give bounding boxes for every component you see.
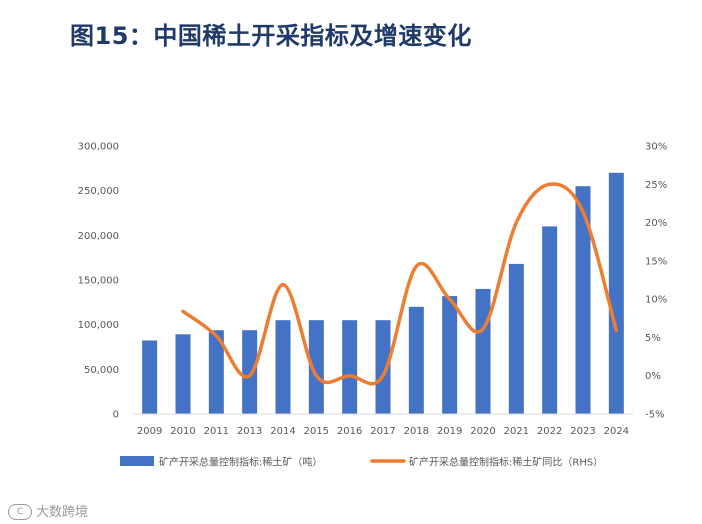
yoy-line <box>181 182 619 386</box>
y-left-tick-label: 200,000 <box>78 231 119 242</box>
y-right-tick-label: 5% <box>645 333 661 344</box>
bar <box>442 296 458 414</box>
bar <box>375 320 391 414</box>
x-tick-label: 2016 <box>337 426 362 437</box>
y-left-tick-label: 50,000 <box>84 365 119 376</box>
x-tick-label: 2021 <box>504 426 529 437</box>
x-tick-label: 2019 <box>437 426 462 437</box>
legend-bar-label: 矿产开采总量控制指标:稀土矿（吨） <box>159 456 322 469</box>
y-left-tick-label: 300,000 <box>78 142 119 153</box>
bar <box>475 288 491 414</box>
x-tick-label: 2009 <box>137 426 162 437</box>
page-title: 图15：中国稀土开采指标及增速变化 <box>70 22 472 50</box>
y-left-axis: 0 50,000 100,000 150,000 200,000 250,000 300,0… <box>78 142 119 421</box>
bar <box>408 306 424 414</box>
bar <box>175 334 191 414</box>
bar <box>342 320 358 414</box>
y-right-tick-label: 30% <box>645 142 667 153</box>
x-tick-label: 2024 <box>604 426 629 437</box>
watermark: C 大数跨境 <box>8 501 89 520</box>
x-tick-label: 2010 <box>170 426 195 437</box>
line-series <box>181 182 619 386</box>
y-left-tick-label: 250,000 <box>78 186 119 197</box>
y-right-tick-label: -5% <box>645 410 664 421</box>
y-right-tick-label: 15% <box>645 256 667 267</box>
watermark-text: 大数跨境 <box>36 504 89 520</box>
legend: 矿产开采总量控制指标:稀土矿（吨） 矿产开采总量控制指标:稀土矿同比（RHS） <box>120 456 603 469</box>
x-tick-label: 2015 <box>304 426 329 437</box>
x-tick-label: 2018 <box>404 426 429 437</box>
bar <box>242 330 258 414</box>
y-right-tick-label: 25% <box>645 180 667 191</box>
y-left-tick-label: 100,000 <box>78 320 119 331</box>
bar <box>508 263 524 414</box>
x-tick-label: 2022 <box>537 426 562 437</box>
bar <box>208 330 224 414</box>
y-right-tick-label: 0% <box>645 371 661 382</box>
y-left-tick-label: 0 <box>113 410 119 421</box>
bar <box>542 226 558 414</box>
x-tick-label: 2017 <box>370 426 395 437</box>
x-tick-label: 2011 <box>204 426 229 437</box>
legend-bar-swatch <box>120 456 154 466</box>
bar <box>308 320 324 414</box>
x-tick-label: 2020 <box>470 426 495 437</box>
bar <box>142 340 158 414</box>
x-tick-label: 2023 <box>570 426 595 437</box>
y-right-axis: -5% 0% 5% 10% 15% 20% 25% 30% <box>645 142 667 421</box>
bar <box>608 172 624 414</box>
legend-line-label: 矿产开采总量控制指标:稀土矿同比（RHS） <box>409 456 603 469</box>
bar <box>575 186 591 414</box>
y-left-tick-label: 150,000 <box>78 276 119 287</box>
x-tick-label: 2013 <box>237 426 262 437</box>
bar-series <box>142 172 624 414</box>
x-tick-label: 2014 <box>270 426 295 437</box>
x-axis: 2009 2010 2011 2013 2014 2015 2016 2017 2018 2019… <box>137 426 629 437</box>
y-right-tick-label: 10% <box>645 295 667 306</box>
y-right-tick-label: 20% <box>645 218 667 229</box>
watermark-logo-icon: C <box>8 504 32 520</box>
bar <box>275 320 291 414</box>
